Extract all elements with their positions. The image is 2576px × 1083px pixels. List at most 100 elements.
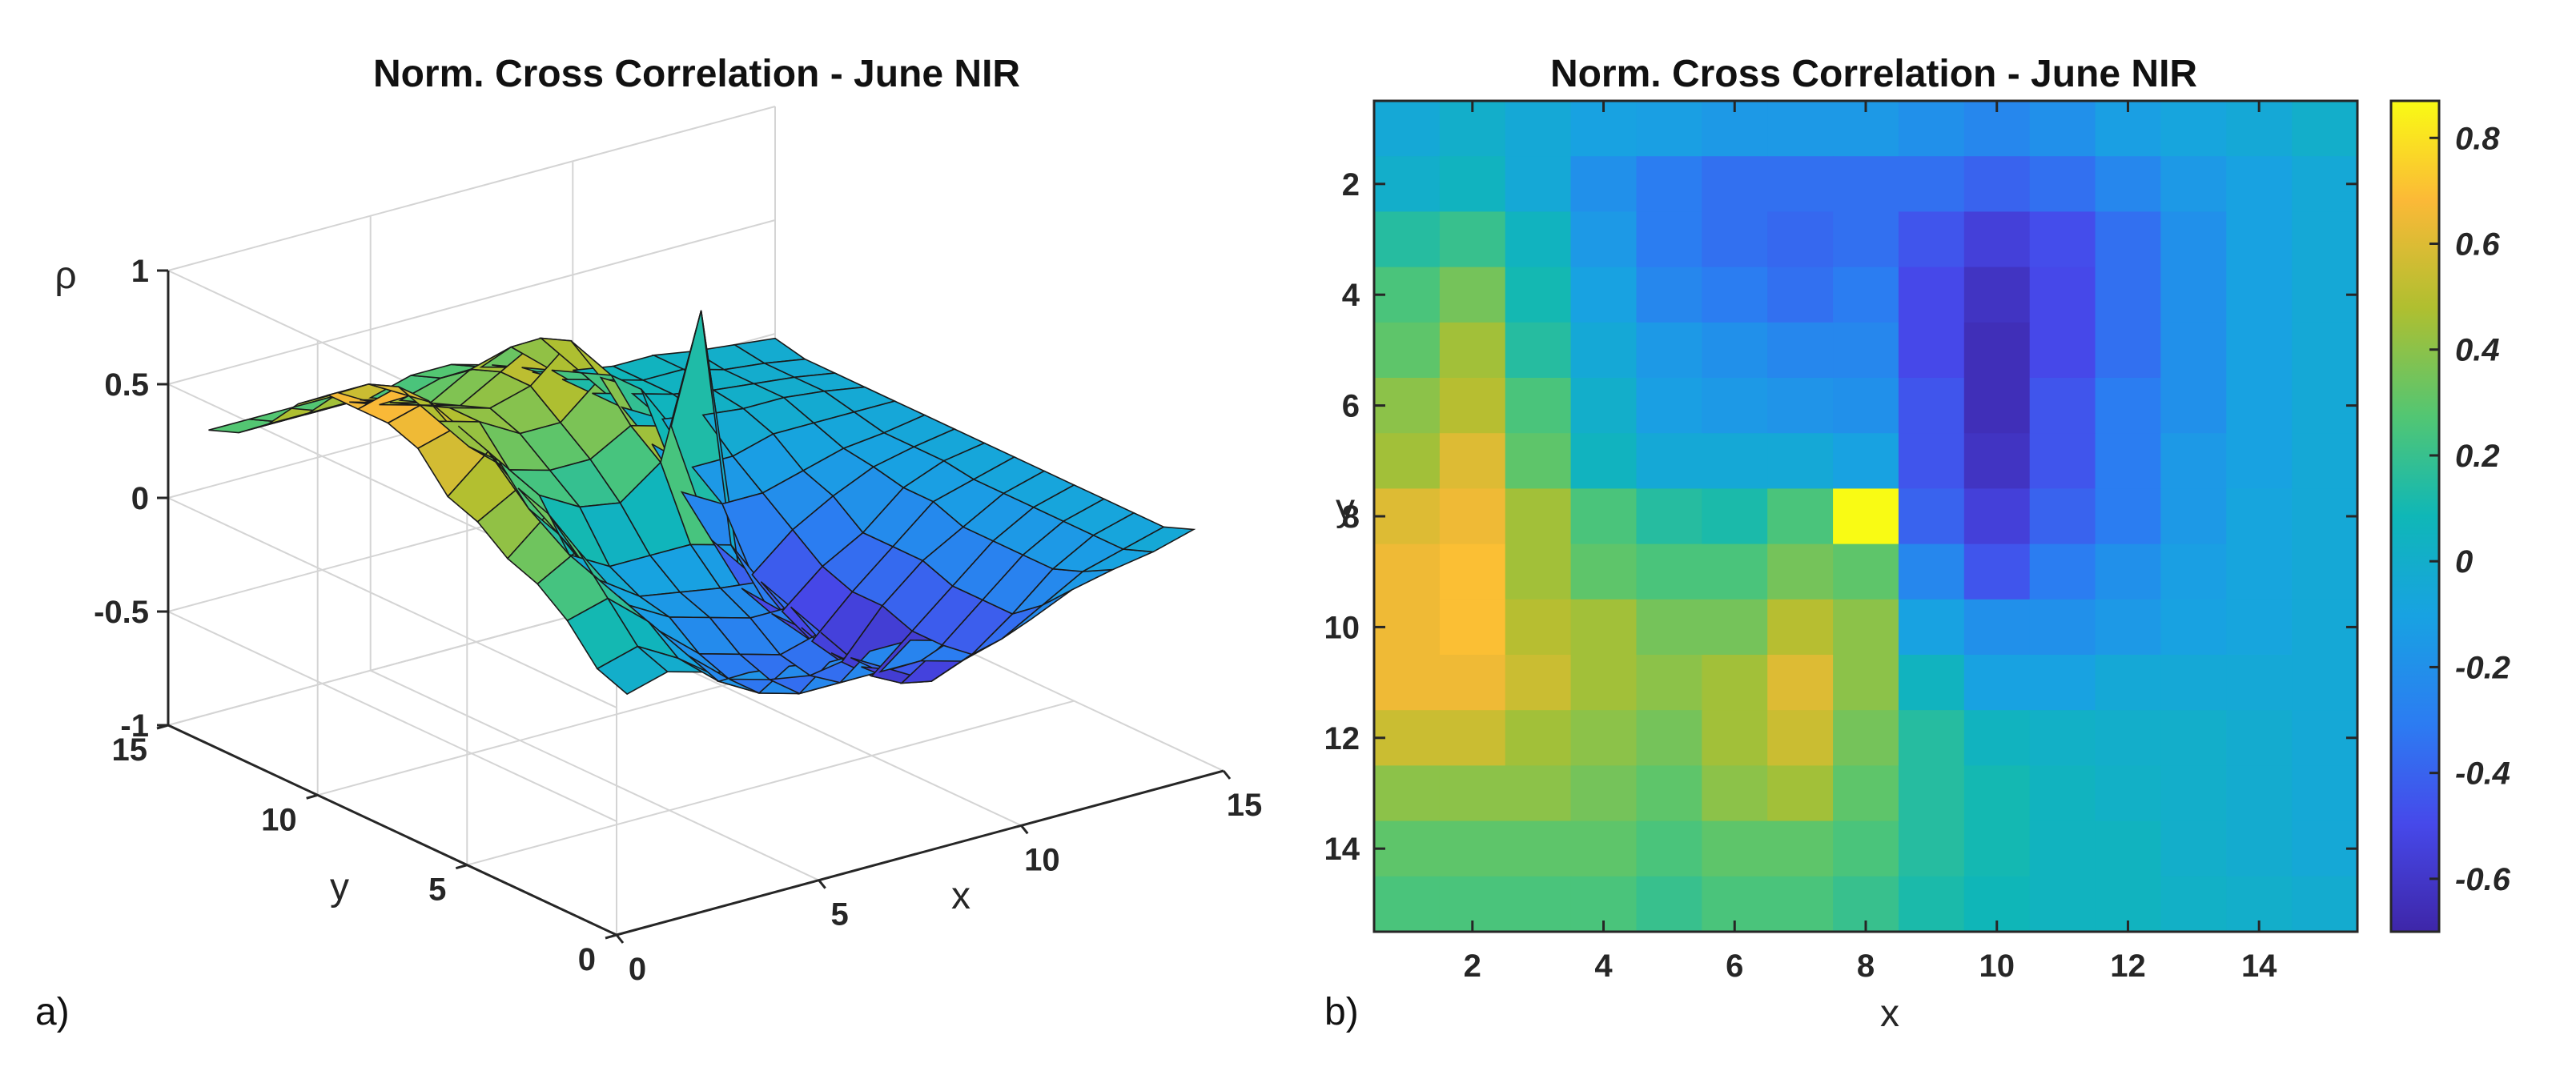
heatmap-title: Norm. Cross Correlation - June NIR <box>1550 53 2197 95</box>
colorbar-tick-label: 0.6 <box>2455 227 2500 263</box>
x-tick-label: 6 <box>1726 949 1743 984</box>
x-tick-label: 10 <box>1979 949 2015 984</box>
y-axis-line <box>167 724 617 937</box>
heatmap-cell <box>1570 710 1638 766</box>
heatmap-cell <box>2095 710 2161 766</box>
heatmap-cell <box>2292 433 2358 489</box>
heatmap-cell <box>2029 488 2096 545</box>
heatmap-cell <box>2226 710 2293 766</box>
heatmap-cell <box>1833 267 1899 323</box>
heatmap-cell <box>1702 378 1768 434</box>
heatmap-cell <box>2160 820 2227 877</box>
heatmap-cell <box>1833 710 1899 766</box>
heatmap-cell <box>1702 267 1768 323</box>
heatmap-cell <box>2160 156 2227 212</box>
heatmap-cell <box>2226 765 2293 822</box>
heatmap-cell <box>1570 488 1638 545</box>
heatmap-cell <box>1767 433 1834 489</box>
heatmap-cell <box>1505 876 1572 933</box>
heatmap-cell <box>1570 267 1638 323</box>
heatmap-cell <box>2226 267 2293 323</box>
colorbar-tick-label: 0.2 <box>2455 439 2500 474</box>
heatmap-cell <box>2226 378 2293 434</box>
heatmap-cell <box>1767 488 1834 545</box>
heatmap-cell <box>1505 433 1572 489</box>
heatmap-cell <box>1898 211 1965 268</box>
heatmap-cell <box>2160 655 2227 711</box>
heatmap-cell <box>1636 267 1702 323</box>
heatmap-cell <box>2226 322 2293 379</box>
surface-x-tick-label: 5 <box>831 897 849 933</box>
z-tick-label: -0.5 <box>94 595 149 630</box>
heatmap-cell <box>1963 765 2031 822</box>
heatmap-cell <box>1505 378 1572 434</box>
x-tick-label: 12 <box>2110 949 2146 984</box>
heatmap-cell <box>1833 156 1899 212</box>
heatmap-cell <box>2029 433 2096 489</box>
heatmap-cell <box>1570 820 1638 877</box>
heatmap-cell <box>1374 544 1441 600</box>
heatmap-cell <box>1898 710 1965 766</box>
x-tick-mark <box>1222 770 1232 780</box>
heatmap-cell <box>1636 765 1702 822</box>
heatmap-cell <box>1767 599 1834 656</box>
surface-y-axis-label: y <box>330 866 349 909</box>
surface-patch <box>1121 526 1196 553</box>
heatmap-cell <box>2095 544 2161 600</box>
heatmap-cell <box>2095 322 2161 379</box>
heatmap-cell <box>2029 378 2096 434</box>
heatmap-cell <box>1505 544 1572 600</box>
y-tick-mark <box>605 933 617 940</box>
heatmap-cell <box>1702 544 1768 600</box>
heatmap-cell <box>1439 655 1506 711</box>
heatmap-cell <box>1702 599 1768 656</box>
heatmap-cell <box>1833 599 1899 656</box>
heatmap-cell <box>1702 488 1768 545</box>
y-tick-label: 8 <box>1342 499 1360 535</box>
surface-plot-title: Norm. Cross Correlation - June NIR <box>373 53 1020 95</box>
x-tick-label: 14 <box>2241 949 2277 984</box>
heatmap-cell <box>2029 710 2096 766</box>
heatmap-cell <box>1898 876 1965 933</box>
heatmap-cell <box>2292 876 2358 933</box>
heatmap-cell <box>1505 765 1572 822</box>
heatmap-cell <box>1963 378 2031 434</box>
y-tick-label: 12 <box>1324 721 1360 756</box>
x-tick-label: 4 <box>1594 949 1613 984</box>
heatmap-cell <box>2029 156 2096 212</box>
z-tick-label: -1 <box>120 708 149 744</box>
heatmap-cell <box>2160 710 2227 766</box>
heatmap-cell <box>1767 156 1834 212</box>
colorbar-frame <box>2389 99 2441 933</box>
heatmap-cell <box>1439 488 1506 545</box>
heatmap-cell <box>1963 433 2031 489</box>
heatmap-cell <box>2095 820 2161 877</box>
heatmap-cell <box>1898 820 1965 877</box>
heatmap-cell <box>1374 322 1441 379</box>
heatmap-cell <box>1833 544 1899 600</box>
heatmap-cell <box>1833 433 1899 489</box>
heatmap-cell <box>2029 655 2096 711</box>
heatmap-cell <box>2029 211 2096 268</box>
heatmap-cell <box>1374 211 1441 268</box>
heatmap-cell <box>2095 765 2161 822</box>
heatmap-cell <box>2226 599 2293 656</box>
surface-x-tick-label: 15 <box>1227 788 1263 823</box>
heatmap-cell <box>1570 765 1638 822</box>
heatmap-cell <box>1963 655 2031 711</box>
heatmap-cell <box>1439 544 1506 600</box>
heatmap-cell <box>2029 544 2096 600</box>
heatmap-cell <box>2095 378 2161 434</box>
heatmap-cells <box>1374 101 2358 933</box>
y-tick-mark <box>306 793 319 800</box>
heatmap-cell <box>1374 765 1441 822</box>
heatmap-cell <box>1702 655 1768 711</box>
heatmap-cell <box>2226 544 2293 600</box>
panel-label-a: a) <box>35 991 70 1033</box>
z-tick-label: 0 <box>131 481 149 516</box>
heatmap-cell <box>1636 378 1702 434</box>
colorbar-tick-label: -0.2 <box>2455 650 2510 685</box>
heatmap-cell <box>1636 710 1702 766</box>
heatmap-cell <box>2160 211 2227 268</box>
y-tick-mark <box>455 864 468 870</box>
